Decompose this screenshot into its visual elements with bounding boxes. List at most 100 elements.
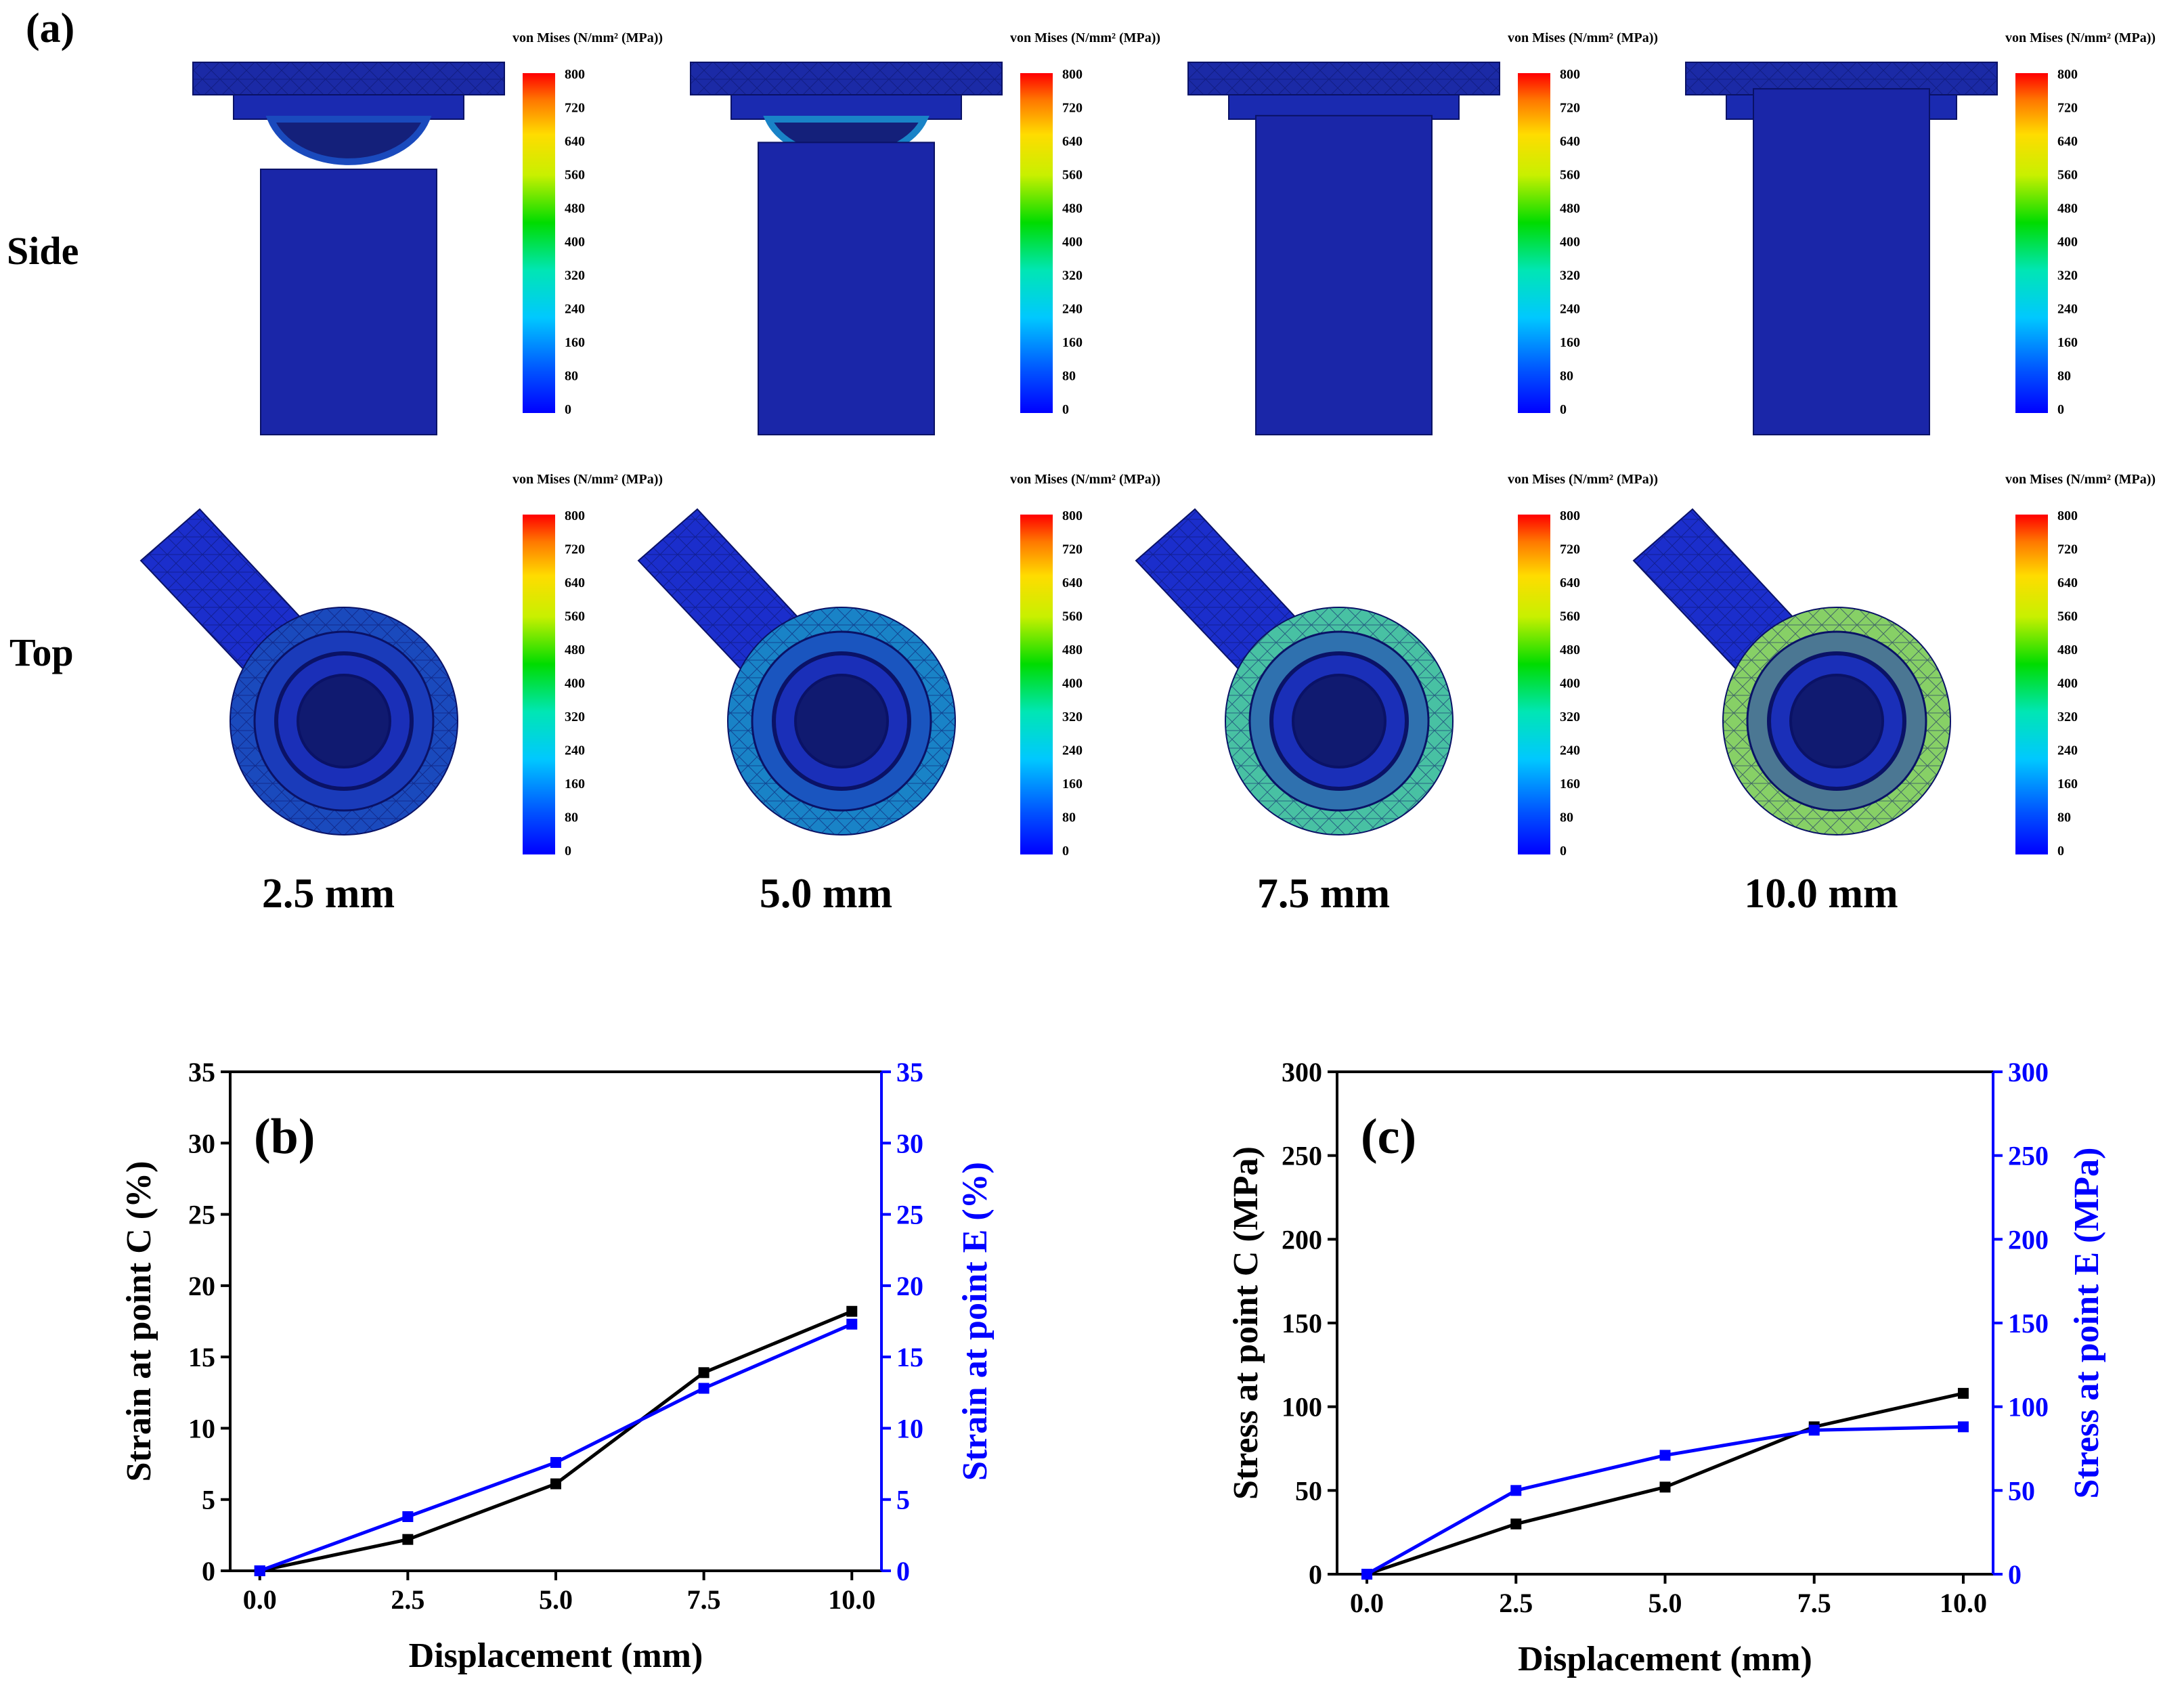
x-tick-label: 0.0 <box>1350 1588 1384 1618</box>
x-tick-label: 10.0 <box>828 1584 875 1615</box>
side-view <box>1187 62 1500 436</box>
colorbar-tick: 400 <box>1560 676 1580 691</box>
colorbar-gradient <box>523 515 555 854</box>
colorbar-tick: 320 <box>1560 710 1580 724</box>
colorbar-tick: 640 <box>565 576 585 590</box>
colorbar-tick: 640 <box>565 134 585 149</box>
y-tick-label-left: 35 <box>188 1057 215 1087</box>
colorbar-tick: 800 <box>2057 508 2078 523</box>
colorbar-tick: 80 <box>565 369 578 384</box>
y-tick-label-left: 15 <box>188 1342 215 1372</box>
colorbar-title: von Mises (N/mm² (MPa)) <box>1010 472 1160 487</box>
top-view <box>139 508 458 836</box>
row-label-side: Side <box>7 229 79 273</box>
y-tick-label-right: 25 <box>896 1200 923 1230</box>
colorbar-tick: 800 <box>565 508 585 523</box>
colorbar-tick: 160 <box>1560 335 1580 350</box>
colorbar-tick: 240 <box>565 302 585 317</box>
colorbar-tick: 560 <box>1560 168 1580 183</box>
chart-c-stress: 0.0 2.5 5.0 7.5 10.0 0 0 50 50 100 100 150 150 200 200… <box>1227 1057 2106 1678</box>
displacement-label: 7.5 mm <box>1257 871 1390 917</box>
fea-column: von Mises (N/mm² (MPa))80072064056048040… <box>1632 30 2156 917</box>
y-axis-title-right: Strain at point E (%) <box>956 1162 995 1481</box>
x-tick-label: 7.5 <box>1797 1588 1831 1618</box>
colorbar-side: von Mises (N/mm² (MPa))80072064056048040… <box>1508 30 1658 417</box>
colorbar-tick: 320 <box>565 710 585 724</box>
series-line <box>259 1322 853 1573</box>
colorbar-tick: 720 <box>565 101 585 116</box>
y-axis-title-right: Stress at point E (MPa) <box>2068 1147 2106 1498</box>
colorbar-tick: 160 <box>1062 777 1083 791</box>
top-view <box>637 508 956 836</box>
side-base-block <box>1255 114 1433 436</box>
colorbar-tick: 0 <box>1062 844 1069 859</box>
colorbar-gradient <box>1518 515 1550 854</box>
y-tick-label-left: 30 <box>188 1128 215 1158</box>
y-tick-label-left: 300 <box>1282 1057 1322 1087</box>
data-point <box>1659 1450 1671 1461</box>
y-tick-label-left: 250 <box>1282 1141 1322 1171</box>
side-step <box>233 94 464 120</box>
panel-a-label: (a) <box>26 5 74 51</box>
y-tick-label-right: 250 <box>2008 1141 2049 1171</box>
y-tick-label-right: 200 <box>2008 1224 2049 1255</box>
side-plate-mesh <box>1188 62 1500 95</box>
colorbar-tick: 560 <box>2057 609 2078 624</box>
colorbar-tick: 480 <box>1560 643 1580 657</box>
series-line <box>259 1309 853 1573</box>
colorbar-tick: 400 <box>1062 235 1083 250</box>
colorbar-tick: 320 <box>1062 710 1083 724</box>
colorbar-tick: 560 <box>1062 609 1083 624</box>
colorbar-tick: 0 <box>565 402 571 417</box>
top-center <box>1292 674 1386 768</box>
data-point <box>550 1478 561 1490</box>
colorbar-tick: 800 <box>2057 67 2078 82</box>
colorbar-tick: 640 <box>1560 576 1580 590</box>
colorbar-title: von Mises (N/mm² (MPa)) <box>1010 30 1160 45</box>
side-base-block <box>260 169 437 435</box>
colorbar-tick: 640 <box>2057 134 2078 149</box>
colorbar-tick: 480 <box>565 643 585 657</box>
x-tick-label: 5.0 <box>1648 1588 1682 1618</box>
x-tick-label: 2.5 <box>391 1584 424 1615</box>
y-tick-label-right: 10 <box>896 1413 923 1444</box>
y-tick-label-left: 150 <box>1282 1308 1322 1339</box>
colorbar-tick: 800 <box>1062 67 1083 82</box>
colorbar-tick: 480 <box>1062 643 1083 657</box>
x-tick-label: 7.5 <box>687 1584 721 1615</box>
y-tick-label-left: 0 <box>202 1556 215 1586</box>
y-tick-label-left: 25 <box>188 1200 215 1230</box>
data-point <box>1510 1518 1522 1530</box>
colorbar-gradient <box>1518 73 1550 413</box>
colorbar-tick: 720 <box>1560 542 1580 557</box>
colorbar-tick: 0 <box>1560 402 1567 417</box>
x-tick-label: 0.0 <box>243 1584 277 1615</box>
colorbar-tick: 160 <box>565 777 585 791</box>
colorbar-tick: 480 <box>1560 201 1580 216</box>
fea-column: von Mises (N/mm² (MPa))80072064056048040… <box>637 30 1160 917</box>
y-tick-label-right: 20 <box>896 1271 923 1301</box>
top-center <box>297 674 391 768</box>
colorbar-tick: 720 <box>2057 542 2078 557</box>
fea-column: von Mises (N/mm² (MPa))80072064056048040… <box>1135 30 1658 917</box>
colorbar-gradient <box>2015 515 2048 854</box>
y-tick-label-left: 5 <box>202 1485 215 1515</box>
colorbar-tick: 240 <box>2057 743 2078 758</box>
colorbar-tick: 400 <box>2057 235 2078 250</box>
row-label-top: Top <box>9 630 74 674</box>
colorbar-tick: 400 <box>1062 676 1083 691</box>
colorbar-tick: 160 <box>565 335 585 350</box>
colorbar-tick: 320 <box>565 268 585 283</box>
colorbar-top: von Mises (N/mm² (MPa))80072064056048040… <box>512 472 663 859</box>
side-view <box>1685 62 1998 435</box>
colorbar-tick: 160 <box>2057 777 2078 791</box>
y-tick-label-left: 50 <box>1295 1475 1322 1506</box>
y-tick-label-right: 100 <box>2008 1392 2049 1423</box>
colorbar-tick: 800 <box>1560 508 1580 523</box>
colorbar-tick: 80 <box>2057 369 2071 384</box>
top-center <box>794 674 889 768</box>
colorbar-tick: 240 <box>2057 302 2078 317</box>
colorbar-tick: 640 <box>1560 134 1580 149</box>
colorbar-tick: 800 <box>1560 67 1580 82</box>
colorbar-side: von Mises (N/mm² (MPa))80072064056048040… <box>2005 30 2156 417</box>
